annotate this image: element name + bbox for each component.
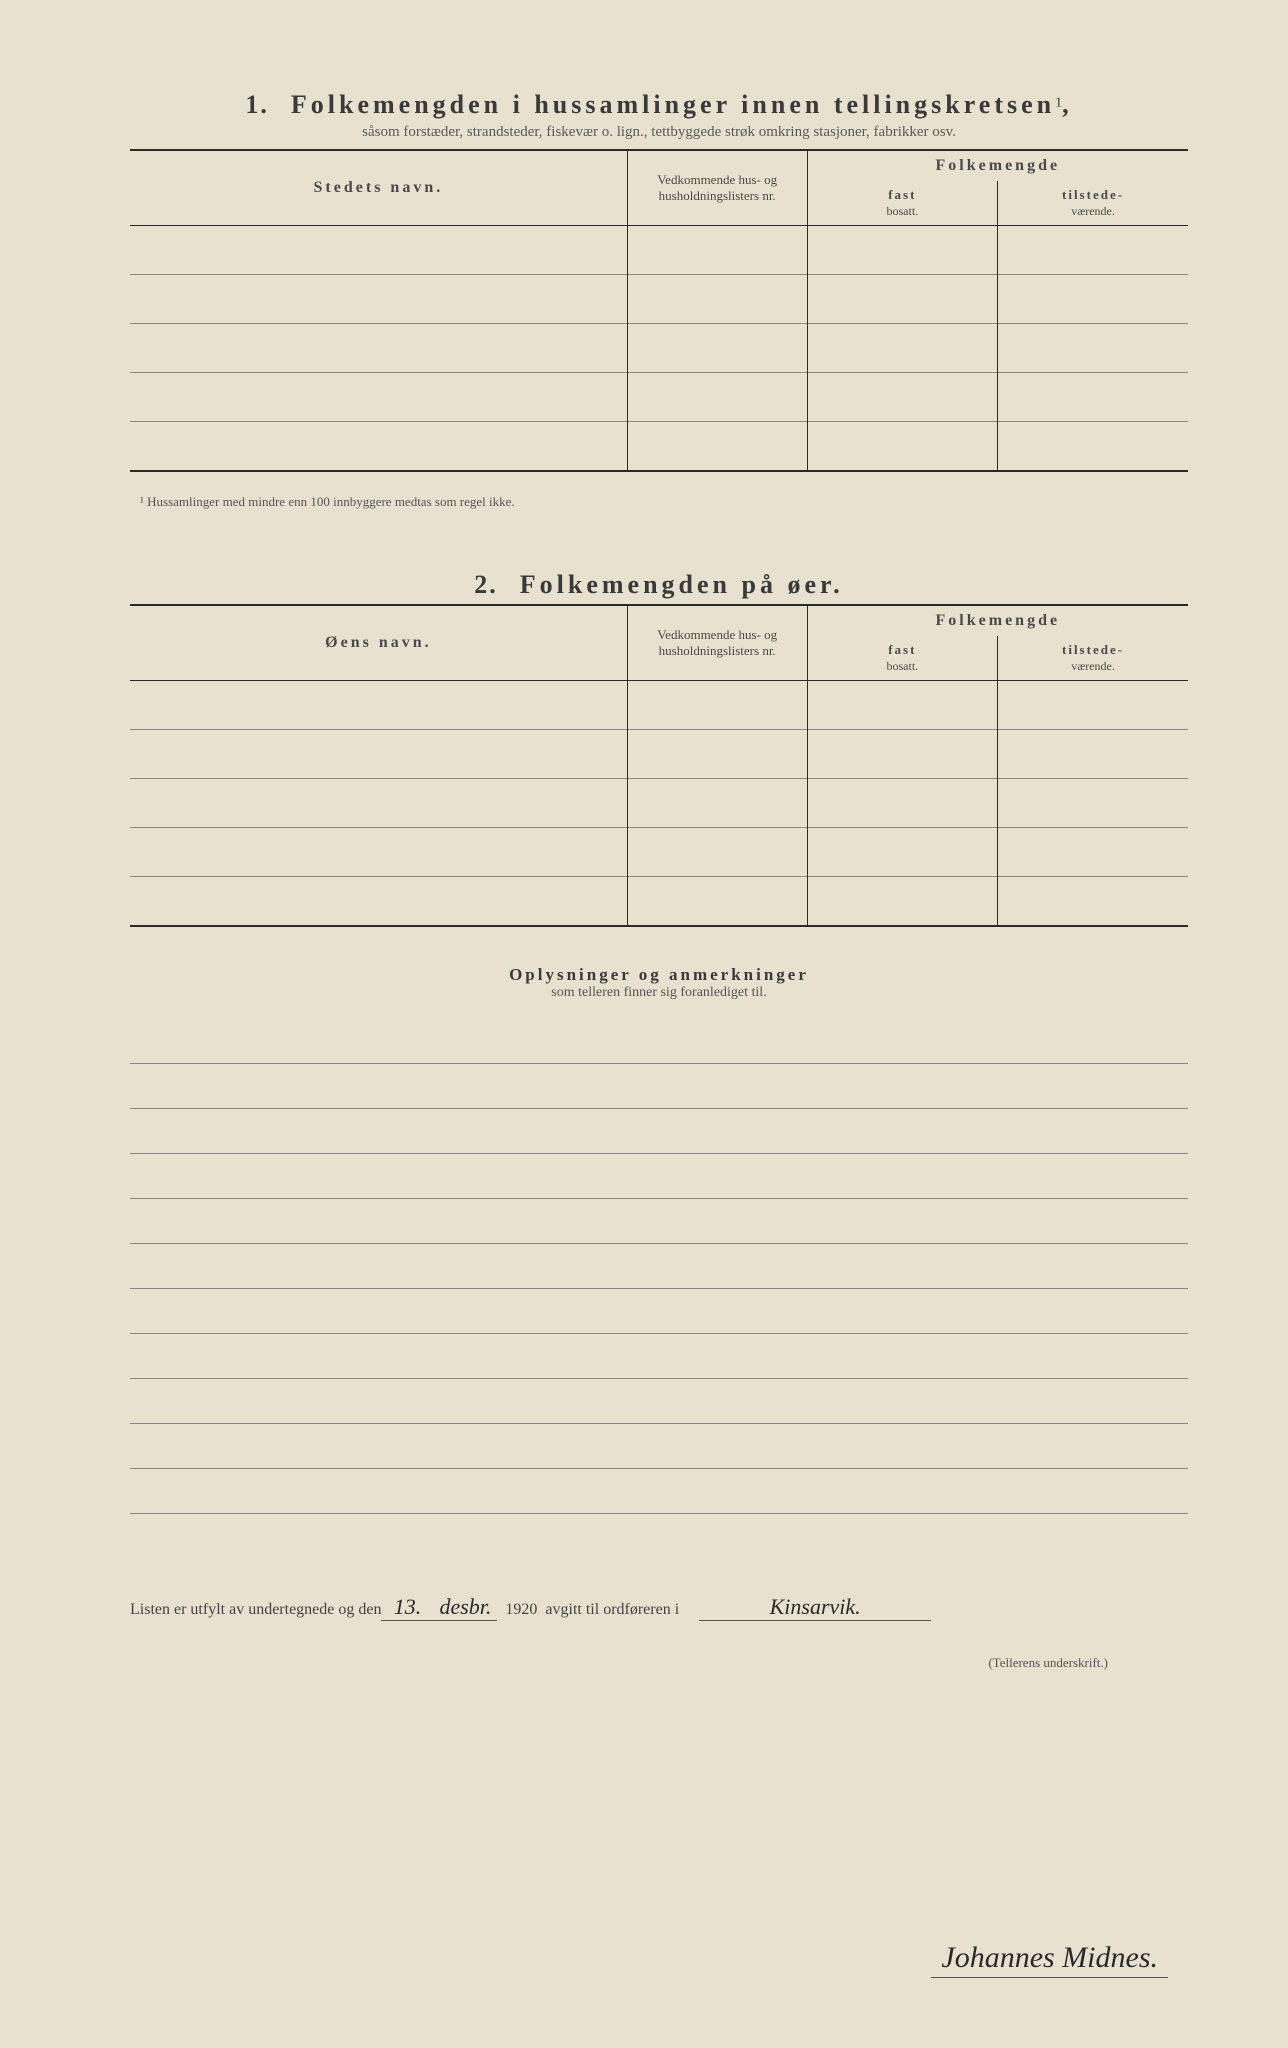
remarks-title: Oplysninger og anmerkninger [130,965,1188,985]
section1-table: Stedets navn. Vedkommende hus- og hushol… [130,149,1188,472]
s2-fast-label: fast [812,642,993,658]
s2-til-label: tilstede- [1002,642,1184,658]
table-cell [627,324,807,373]
table-cell [998,422,1188,472]
table-cell [807,422,997,472]
table-cell [627,373,807,422]
table-cell [807,373,997,422]
table-cell [130,275,627,324]
table-cell [130,324,627,373]
section2-title: Folkemengden på øer. [520,570,844,599]
remark-line [130,1154,1188,1199]
s1-til-label: tilstede- [1002,187,1184,203]
s2-til-sub: værende. [1071,659,1115,673]
table-cell [807,275,997,324]
table-cell [130,828,627,877]
remark-line [130,1064,1188,1109]
section1-number: 1. [245,90,269,119]
table-cell [807,226,997,275]
s1-col-ref: Vedkommende hus- og husholdningslisters … [627,150,807,226]
table-cell [627,828,807,877]
remark-line [130,1199,1188,1244]
table-cell [807,779,997,828]
table-cell [998,828,1188,877]
s2-col-til: tilstede- værende. [998,636,1188,681]
remark-line [130,1109,1188,1154]
s1-col-til: tilstede- værende. [998,181,1188,226]
section2-number: 2. [474,570,498,599]
table-cell [998,275,1188,324]
table-cell [998,681,1188,730]
table-cell [130,226,627,275]
s1-col-fast: fast bosatt. [807,181,997,226]
remark-line [130,1334,1188,1379]
s1-til-sub: værende. [1071,204,1115,218]
signature-name: Johannes Midnes. [931,1941,1168,1978]
table-cell [627,681,807,730]
section2-heading: 2. Folkemengden på øer. [130,570,1188,600]
table-cell [130,779,627,828]
section1-footnote: ¹ Hussamlinger med mindre enn 100 innbyg… [140,494,1188,510]
table-cell [130,877,627,927]
sig-mid: avgitt til ordføreren i [545,1601,679,1619]
table-cell [130,681,627,730]
table-cell [807,730,997,779]
table-cell [807,681,997,730]
table-cell [807,877,997,927]
section1-subtitle: såsom forstæder, strandsteder, fiskevær … [130,124,1188,141]
table-cell [130,422,627,472]
table-cell [627,877,807,927]
sig-month: desbr. [433,1594,497,1621]
table-cell [627,779,807,828]
section1-title: Folkemengden i hussamlinger innen tellin… [291,90,1055,119]
remarks-lines-area [130,1019,1188,1514]
remark-line [130,1289,1188,1334]
table-cell [627,422,807,472]
s2-col-pop: Folkemengde [807,605,1188,636]
table-cell [130,730,627,779]
table-cell [627,275,807,324]
s2-col-fast: fast bosatt. [807,636,997,681]
remark-line [130,1469,1188,1514]
remarks-subtitle: som telleren finner sig foranlediget til… [130,985,1188,1001]
signature-under-label: (Tellerens underskrift.) [130,1655,1188,1671]
table-cell [807,324,997,373]
sig-place: Kinsarvik. [699,1594,931,1621]
signature-row: Listen er utfylt av undertegnede og den … [130,1594,1188,1621]
table-cell [998,730,1188,779]
table-cell [807,828,997,877]
table-cell [998,877,1188,927]
table-cell [627,730,807,779]
s2-col-ref: Vedkommende hus- og husholdningslisters … [627,605,807,681]
remark-line [130,1424,1188,1469]
sig-year: 1920 [505,1601,537,1619]
table-cell [130,373,627,422]
table-cell [998,226,1188,275]
s1-fast-sub: bosatt. [886,204,918,218]
remark-line [130,1244,1188,1289]
s1-col-name: Stedets navn. [130,150,627,226]
section1-title-comma: , [1062,90,1073,119]
section1-heading: 1. Folkemengden i hussamlinger innen tel… [130,90,1188,120]
section2-table: Øens navn. Vedkommende hus- og husholdni… [130,604,1188,927]
table-cell [998,373,1188,422]
remark-line [130,1379,1188,1424]
s1-fast-label: fast [812,187,993,203]
s2-fast-sub: bosatt. [886,659,918,673]
s1-col-pop: Folkemengde [807,150,1188,181]
table-cell [998,324,1188,373]
table-cell [998,779,1188,828]
sig-prefix: Listen er utfylt av undertegnede og den [130,1601,381,1619]
s2-col-name: Øens navn. [130,605,627,681]
remark-line [130,1019,1188,1064]
document-page: 1. Folkemengden i hussamlinger innen tel… [0,0,1288,2048]
sig-day: 13. [381,1594,433,1621]
table-cell [627,226,807,275]
